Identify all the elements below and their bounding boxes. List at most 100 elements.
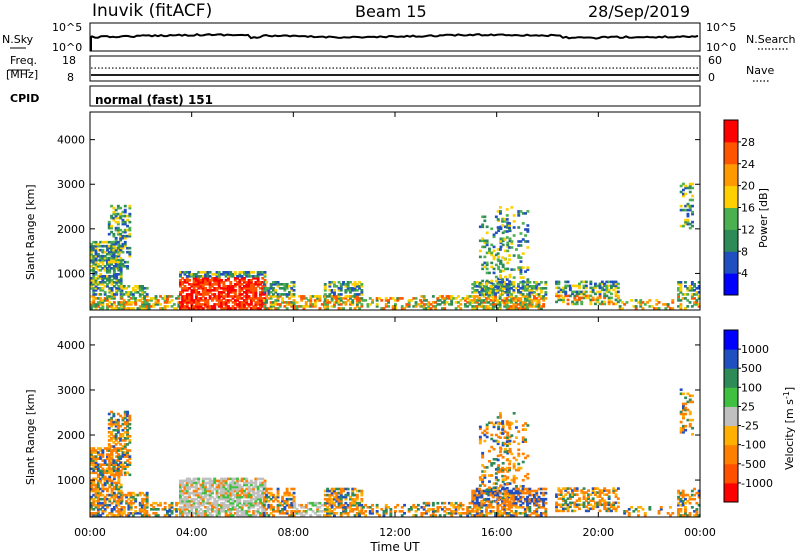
heatmap-cell xyxy=(496,489,500,493)
heatmap-cell xyxy=(192,501,196,505)
heatmap-cell xyxy=(530,303,534,306)
heatmap-cell xyxy=(481,267,485,271)
heatmap-cell xyxy=(508,435,512,439)
heatmap-cell xyxy=(528,487,532,491)
heatmap-cell xyxy=(121,453,125,456)
heatmap-cell xyxy=(614,282,618,286)
heatmap-cell xyxy=(501,478,505,481)
heatmap-cell xyxy=(501,468,505,472)
heatmap-cell xyxy=(339,289,343,292)
heatmap-cell xyxy=(575,292,579,296)
heatmap-cell xyxy=(224,510,228,513)
heatmap-cell xyxy=(443,299,447,302)
heatmap-cell xyxy=(224,503,228,507)
heatmap-cell xyxy=(603,501,607,505)
heatmap-cell xyxy=(492,423,496,427)
heatmap-cell xyxy=(575,294,579,298)
heatmap-cell xyxy=(351,503,355,507)
heatmap-cell xyxy=(96,501,100,505)
heatmap-cell xyxy=(666,303,670,306)
heatmap-cell xyxy=(330,289,334,292)
heatmap-cell xyxy=(488,486,491,489)
heatmap-cell xyxy=(123,467,127,471)
heatmap-cell xyxy=(666,512,670,515)
heatmap-cell xyxy=(605,284,609,288)
heatmap-cell xyxy=(482,301,486,304)
heatmap-cell xyxy=(488,293,491,297)
heatmap-cell xyxy=(485,514,488,517)
heatmap-cell xyxy=(471,508,475,511)
heatmap-cell xyxy=(119,493,123,497)
heatmap-cell xyxy=(119,437,123,440)
heatmap-cell xyxy=(249,501,253,505)
heatmap-cell xyxy=(92,489,96,493)
heatmap-cell xyxy=(115,514,119,517)
heatmap-cell xyxy=(521,238,525,241)
heatmap-cell xyxy=(610,286,613,290)
heatmap-cell xyxy=(107,260,111,264)
heatmap-cell xyxy=(584,505,588,509)
heatmap-cell xyxy=(530,493,534,497)
heatmap-cell xyxy=(544,514,548,517)
heatmap-cell xyxy=(101,497,105,501)
heatmap-cell xyxy=(92,463,96,466)
heatmap-cell xyxy=(195,506,198,509)
heatmap-cell xyxy=(530,289,534,292)
heatmap-cell xyxy=(575,302,579,306)
heatmap-cell xyxy=(496,283,500,286)
heatmap-cell xyxy=(578,292,581,296)
heatmap-cell xyxy=(110,226,113,230)
heatmap-cell xyxy=(335,512,339,515)
heatmap-cell xyxy=(494,231,498,235)
heatmap-cell xyxy=(634,307,638,310)
heatmap-cell xyxy=(96,269,100,272)
heatmap-cell xyxy=(351,289,355,292)
heatmap-cell xyxy=(208,493,212,497)
heatmap-cell xyxy=(434,307,437,310)
heatmap-cell xyxy=(494,433,498,437)
heatmap-cell xyxy=(107,455,111,458)
heatmap-cell xyxy=(156,299,160,302)
heatmap-cell xyxy=(697,489,701,493)
heatmap-cell xyxy=(117,497,121,501)
heatmap-cell xyxy=(514,495,518,499)
heatmap-cell xyxy=(320,503,324,507)
heatmap-cell xyxy=(555,493,558,496)
heatmap-cell xyxy=(156,301,160,304)
heatmap-cell xyxy=(107,240,111,244)
heatmap-cell xyxy=(114,420,118,424)
heatmap-cell xyxy=(508,421,512,425)
heatmap-cell xyxy=(431,501,435,505)
heatmap-cell xyxy=(199,283,203,286)
heatmap-cell xyxy=(679,412,683,416)
heatmap-cell xyxy=(179,301,182,304)
heatmap-cell xyxy=(506,498,510,502)
heatmap-cell xyxy=(292,303,296,306)
heatmap-cell xyxy=(224,506,228,509)
heatmap-cell xyxy=(99,447,103,450)
heatmap-cell xyxy=(517,489,520,493)
heatmap-cell xyxy=(90,471,93,475)
heatmap-cell xyxy=(217,295,221,298)
heatmap-cell xyxy=(114,433,118,436)
heatmap-cell xyxy=(475,508,479,511)
heatmap-cell xyxy=(220,481,223,485)
heatmap-cell xyxy=(358,301,361,304)
heatmap-cell xyxy=(206,281,210,284)
heatmap-cell xyxy=(92,297,96,300)
heatmap-cell xyxy=(254,491,258,495)
heatmap-cell xyxy=(110,481,114,485)
heatmap-cell xyxy=(245,273,249,276)
heatmap-cell xyxy=(349,295,352,298)
heatmap-cell xyxy=(429,303,433,306)
heatmap-cell xyxy=(333,289,336,292)
heatmap-cell xyxy=(183,301,187,304)
heatmap-cell xyxy=(256,489,260,493)
heatmap-cell xyxy=(679,303,683,306)
heatmap-cell xyxy=(99,501,103,505)
heatmap-cell xyxy=(188,503,191,507)
heatmap-cell xyxy=(278,283,282,286)
heatmap-cell xyxy=(471,495,475,499)
heatmap-cell xyxy=(505,291,509,294)
